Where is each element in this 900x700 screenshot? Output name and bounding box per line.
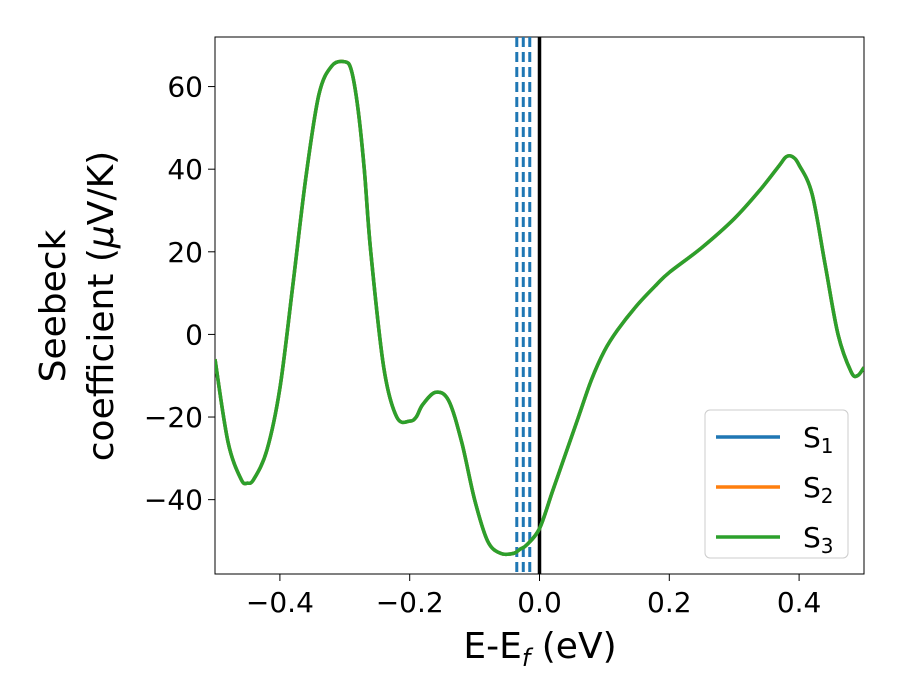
y-tick-label: 40 (167, 153, 203, 186)
x-axis-label: E-Ef (eV) (463, 626, 616, 672)
y-axis-ticks: −40 −20 0 20 40 60 (144, 71, 215, 517)
x-axis-ticks: −0.4 −0.2 0.0 0.2 0.4 (246, 574, 821, 619)
legend: S1 S2 S3 (704, 409, 849, 559)
x-tick-label: 0.4 (777, 586, 822, 619)
y-tick-label: 0 (185, 318, 203, 351)
y-axis-label-line2: coefficient (μV/K) (81, 151, 122, 461)
series-lines (215, 59, 864, 557)
x-tick-label: −0.4 (246, 586, 314, 619)
x-tick-label: 0.0 (517, 586, 562, 619)
vertical-reference-lines (515, 37, 542, 574)
legend-label-s1: S1 (803, 421, 834, 458)
y-tick-label: 20 (167, 236, 203, 269)
y-tick-label: 60 (167, 71, 203, 104)
legend-label-s2: S2 (803, 471, 834, 508)
series-line-s3 (215, 59, 864, 557)
y-axis-label-line1: Seebeck (33, 229, 74, 382)
x-tick-label: 0.2 (647, 586, 692, 619)
y-tick-label: −40 (144, 484, 203, 517)
legend-box (704, 409, 849, 559)
x-tick-label: −0.2 (376, 586, 444, 619)
legend-label-s3: S3 (803, 521, 834, 558)
y-tick-label: −20 (144, 401, 203, 434)
